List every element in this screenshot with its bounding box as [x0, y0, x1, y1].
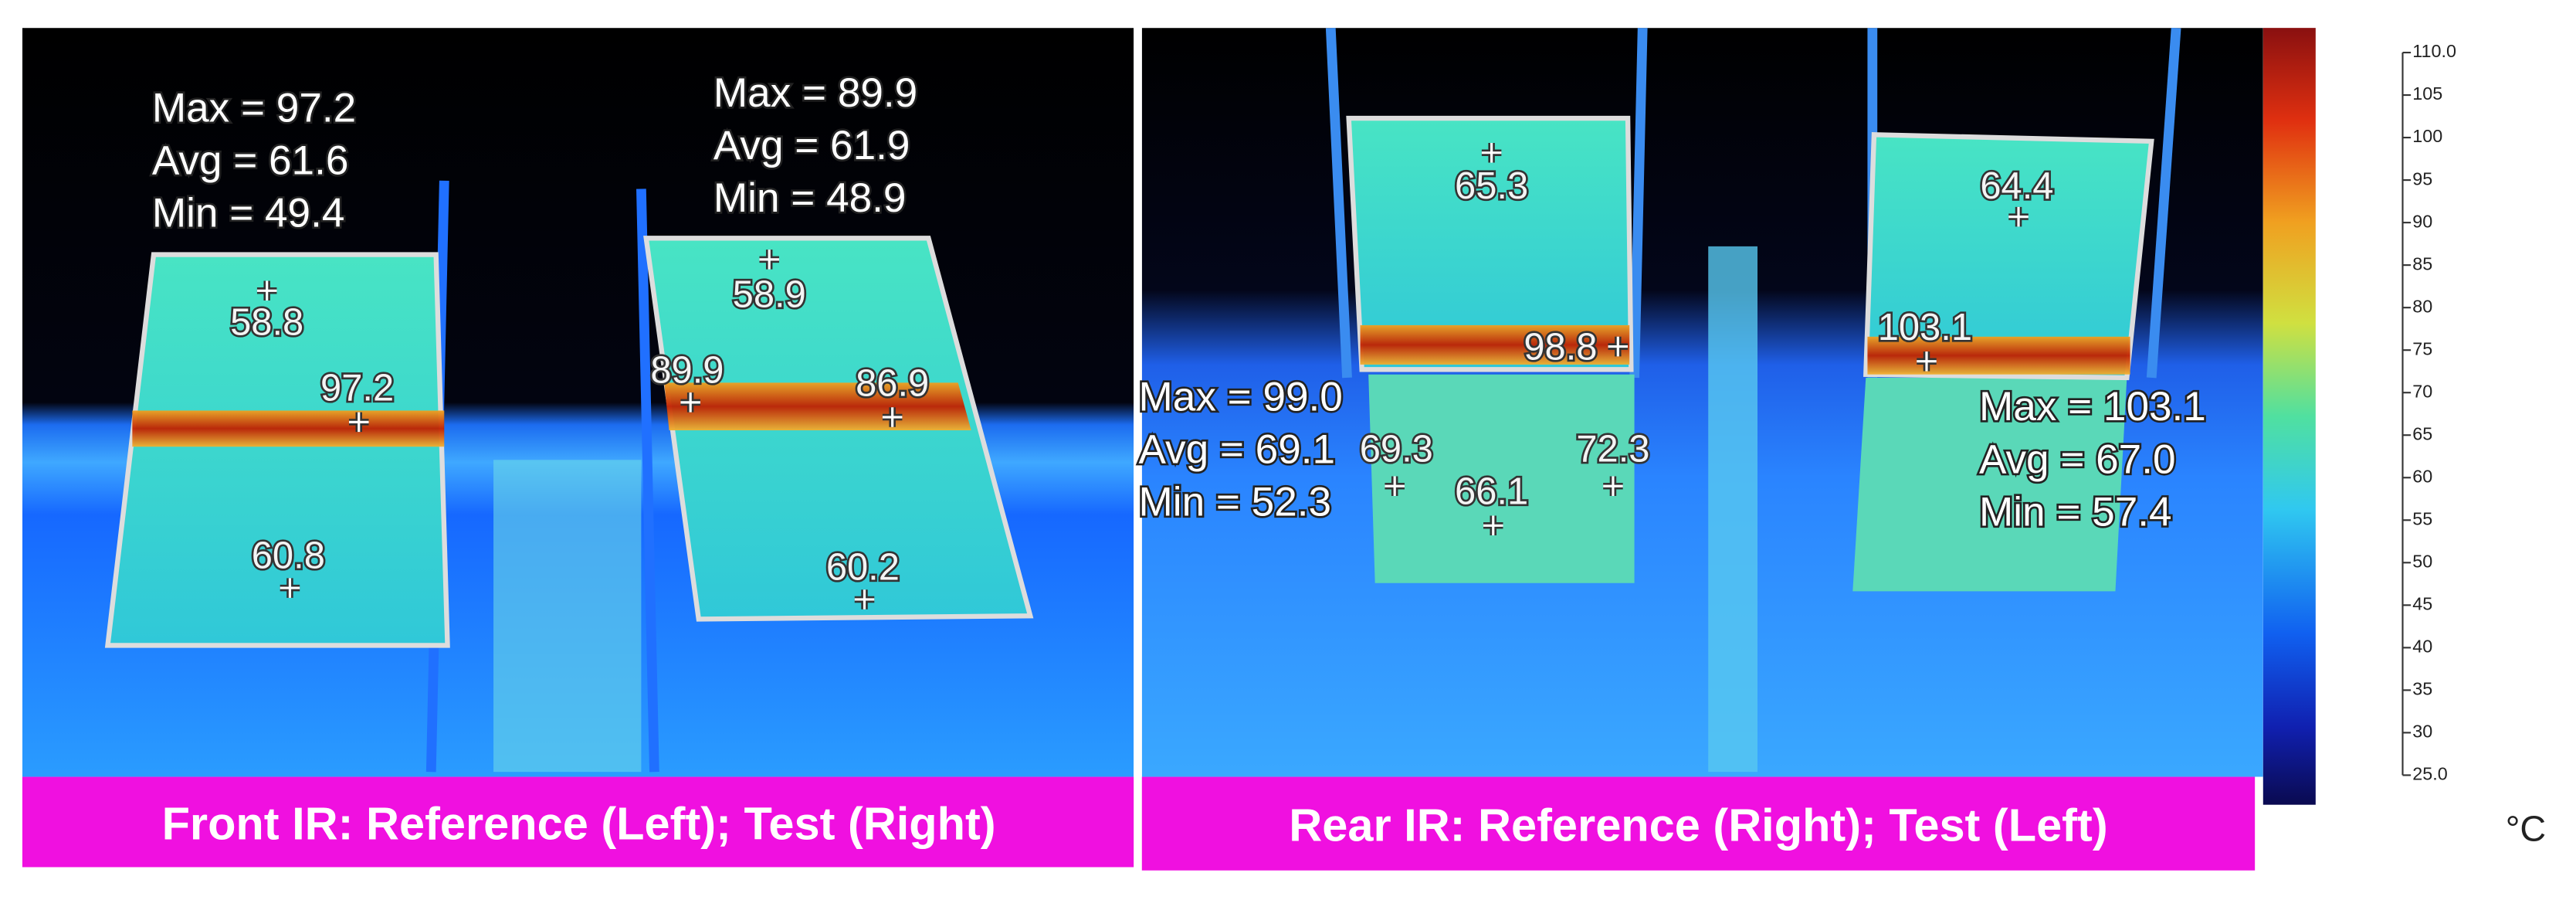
scale-tick-label: 110.0: [2412, 41, 2456, 61]
point-label: 86.9: [856, 362, 929, 404]
stat-line: Min = 52.3: [1139, 480, 1332, 525]
scale-tick-label: 40: [2412, 637, 2432, 657]
crosshair: [1481, 142, 1502, 163]
scale-tick-label: 100: [2412, 126, 2442, 146]
crosshair: [256, 280, 277, 301]
crosshair: [280, 578, 300, 598]
crosshair: [1603, 476, 1623, 497]
crosshair: [759, 250, 779, 270]
scale-tick-label: 25.0: [2412, 764, 2448, 784]
point-label: 72.3: [1576, 428, 1649, 470]
unit: °C: [2506, 808, 2546, 848]
point-label: 60.2: [826, 546, 900, 588]
stat-line: Avg = 61.6: [152, 138, 349, 183]
scale-tick-label: 70: [2412, 381, 2432, 401]
point-label: 97.2: [320, 368, 394, 409]
stat-line: Min = 49.4: [152, 190, 345, 236]
scale-tick-label: 85: [2412, 253, 2432, 273]
stat-line: Avg = 67.0: [1979, 436, 2176, 482]
rear-ir-image: [1141, 28, 2263, 777]
crosshair: [1608, 336, 1629, 357]
point-label: 103.1: [1878, 307, 1972, 348]
scale-tick-label: 60: [2412, 466, 2432, 486]
scale-tick-label: 75: [2412, 338, 2432, 358]
scale-tick-label: 105: [2412, 83, 2442, 104]
stat-line: Min = 57.4: [1979, 489, 2172, 535]
stat-line: Max = 89.9: [713, 70, 917, 116]
caption: Front IR: Reference (Left); Test (Right): [162, 797, 996, 849]
crosshair: [1917, 351, 1937, 372]
scale-tick-label: 50: [2412, 551, 2432, 571]
scale-tick-label: 30: [2412, 722, 2432, 742]
scale-tick-label: 35: [2412, 679, 2432, 699]
colorbar: [2262, 28, 2316, 805]
point-label: 64.4: [1980, 165, 2053, 207]
crosshair: [2008, 206, 2029, 227]
stat-line: Max = 99.0: [1139, 374, 1343, 419]
scale-tick-label: 45: [2412, 594, 2432, 614]
scale-tick-label: 55: [2412, 508, 2432, 528]
crosshair: [854, 589, 875, 610]
point-label: 69.3: [1360, 428, 1433, 470]
crosshair: [680, 392, 700, 413]
point-label: 65.3: [1455, 165, 1528, 207]
crosshair: [882, 407, 903, 427]
front-ir-image: [22, 28, 1134, 777]
stat-line: Max = 103.1: [1979, 384, 2206, 430]
scale-tick-label: 95: [2412, 168, 2432, 188]
stat-line: Max = 97.2: [152, 85, 356, 131]
crosshair: [1385, 476, 1405, 497]
caption: Rear IR: Reference (Right); Test (Left): [1289, 799, 2107, 851]
point-label: 66.1: [1455, 471, 1528, 513]
point-label: 60.8: [252, 535, 325, 577]
scale-tick-label: 90: [2412, 211, 2432, 231]
point-label: 98.8: [1524, 327, 1597, 368]
point-label: 89.9: [650, 349, 724, 391]
crosshair: [348, 412, 369, 433]
stat-line: Avg = 61.9: [713, 123, 910, 168]
scale-tick-label: 65: [2412, 423, 2432, 443]
stat-line: Min = 48.9: [713, 175, 907, 221]
stat-line: Avg = 69.1: [1139, 427, 1336, 473]
caption-bar: [22, 776, 1134, 868]
scale-tick-label: 80: [2412, 296, 2432, 316]
crosshair: [1483, 515, 1503, 536]
point-label: 58.9: [733, 274, 806, 316]
caption-bar: [1141, 776, 2256, 871]
point-label: 58.8: [230, 302, 303, 344]
